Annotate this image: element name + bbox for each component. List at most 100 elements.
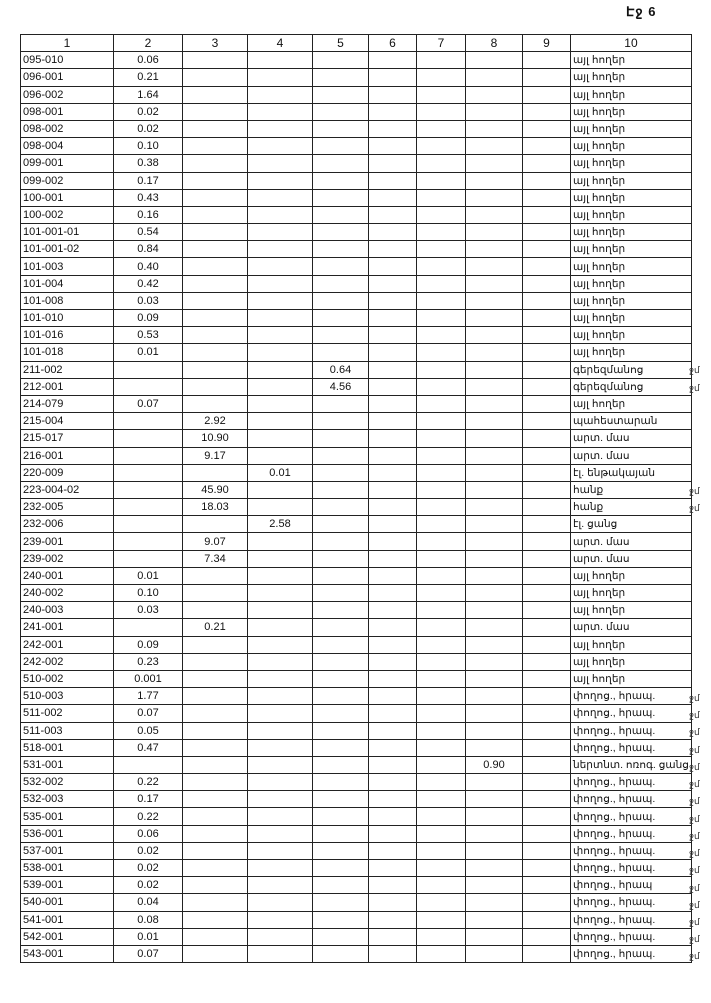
area-cell [465,446,523,465]
margin-note: ջմ [689,779,700,790]
area-cell [368,154,417,173]
area-cell [522,841,571,861]
area-cell [312,412,369,431]
table-row: 538-001 0.02 փողոց., հրապ. [20,858,692,878]
area-cell: 0.03 [113,601,183,620]
area-cell [247,566,313,586]
table-row: 241-001 0.21 արտ. մաս [20,618,692,637]
area-cell [182,910,248,929]
area-cell: 2.92 [182,412,248,431]
area-cell [312,583,369,603]
area-cell [416,480,466,500]
area-cell [312,51,369,70]
area-cell [465,257,523,276]
area-cell [416,927,466,946]
area-cell [182,274,248,293]
area-cell: 0.08 [113,910,183,929]
area-cell [312,154,369,173]
area-cell [368,893,417,912]
table-row: 211-002 0.64 գերեզմանոց [20,360,692,379]
parcel-code-cell: 531-001 [20,755,114,775]
area-cell [182,154,248,173]
area-cell: 9.17 [182,446,248,465]
area-cell [312,498,369,517]
parcel-code-cell: 215-004 [20,412,114,431]
area-cell [522,223,571,242]
land-use-cell: արտ. մաս [570,549,692,568]
area-cell [312,291,369,311]
land-use-cell: փողոց., հրապ. [570,893,692,912]
parcel-code-cell: 223-004-02 [20,480,114,500]
area-cell: 0.54 [113,223,183,242]
area-cell [368,291,417,311]
area-cell [416,394,466,414]
area-cell [113,549,183,568]
area-cell [522,257,571,276]
area-cell [416,773,466,792]
area-cell [247,858,313,878]
area-cell [368,635,417,654]
area-cell [465,927,523,946]
area-cell [465,704,523,723]
area-cell [182,377,248,396]
area-cell [113,377,183,396]
margin-note: ջմ [689,710,700,721]
parcel-code-cell: 100-001 [20,188,114,207]
area-cell [247,85,313,104]
area-cell [465,773,523,792]
area-cell: 0.04 [113,893,183,912]
margin-note: ջմ [689,882,700,893]
area-cell [522,515,571,534]
area-cell [522,927,571,946]
table-row: 240-001 0.01 այլ հողեր [20,566,692,586]
margin-note: ջմ [689,830,700,841]
area-cell [312,343,369,362]
area-cell [312,326,369,345]
land-use-cell: գերեզմանոց [570,360,692,379]
area-cell [416,687,466,706]
land-use-cell: այլ հողեր [570,119,692,139]
area-cell [312,515,369,534]
parcel-code-cell: 101-001-01 [20,223,114,242]
area-cell [465,240,523,259]
land-use-cell: այլ հողեր [570,566,692,586]
area-cell: 0.02 [113,841,183,861]
table-row: 510-003 1.77 փողոց., հրապ. [20,687,692,706]
land-use-cell: այլ հողեր [570,240,692,259]
area-cell [522,618,571,637]
land-use-cell: այլ հողեր [570,308,692,328]
parcel-code-cell: 536-001 [20,824,114,843]
area-cell: 0.38 [113,154,183,173]
area-cell [182,927,248,946]
area-cell [312,927,369,946]
area-cell [368,841,417,861]
land-use-cell: փողոց., հրապ. [570,687,692,706]
table-row: 101-001-01 0.54 այլ հողեր [20,223,692,242]
area-cell [465,498,523,517]
area-cell [182,858,248,878]
area-cell [182,360,248,379]
land-use-cell: փողոց., հրապ. [570,927,692,946]
land-parcel-table: 1 2 3 4 5 6 7 8 9 10 095-010 0.06 այլ հողե… [20,33,692,964]
area-cell [416,429,466,448]
parcel-code-cell: 215-017 [20,429,114,448]
area-cell [416,137,466,156]
area-cell [312,274,369,293]
parcel-code-cell: 096-001 [20,68,114,87]
area-cell [465,721,523,740]
area-cell [113,498,183,517]
area-cell [247,601,313,620]
area-cell [182,205,248,225]
area-cell [465,223,523,242]
table-row: 242-002 0.23 այլ հողեր [20,652,692,671]
page-number: Էջ 6 [626,4,657,19]
column-header: 1 [20,33,114,53]
area-cell [312,841,369,861]
area-cell [522,704,571,723]
area-cell [312,549,369,568]
area-cell [416,308,466,328]
area-cell [182,188,248,207]
table-row: 541-001 0.08 փողոց., հրապ. [20,910,692,929]
area-cell [247,188,313,207]
area-cell: 0.09 [113,308,183,328]
